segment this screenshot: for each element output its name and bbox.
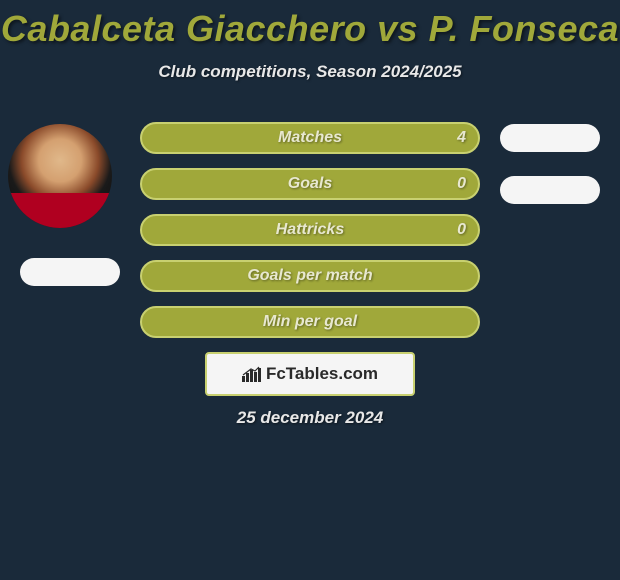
stat-label: Min per goal xyxy=(263,313,357,331)
stat-row: Matches 4 xyxy=(140,122,480,154)
stat-label: Goals xyxy=(288,175,332,193)
stat-label: Hattricks xyxy=(276,221,344,239)
comparison-subtitle: Club competitions, Season 2024/2025 xyxy=(0,62,620,82)
stats-table: Matches 4 Goals 0 Hattricks 0 Goals per … xyxy=(140,122,480,352)
brand-text: FcTables.com xyxy=(266,364,378,384)
comparison-title: Cabalceta Giacchero vs P. Fonseca xyxy=(0,0,620,50)
bar-chart-icon xyxy=(242,366,262,382)
player-right-pill-2 xyxy=(500,176,600,204)
stat-row: Goals per match xyxy=(140,260,480,292)
stat-row: Goals 0 xyxy=(140,168,480,200)
player-right-pill-1 xyxy=(500,124,600,152)
snapshot-date: 25 december 2024 xyxy=(0,408,620,428)
stat-row: Hattricks 0 xyxy=(140,214,480,246)
stat-value-left: 4 xyxy=(457,129,466,147)
brand-watermark: FcTables.com xyxy=(205,352,415,396)
stat-row: Min per goal xyxy=(140,306,480,338)
player-left-avatar xyxy=(8,124,112,228)
stat-value-left: 0 xyxy=(457,221,466,239)
stat-label: Goals per match xyxy=(247,267,372,285)
stat-value-left: 0 xyxy=(457,175,466,193)
stat-label: Matches xyxy=(278,129,342,147)
player-left-name-pill xyxy=(20,258,120,286)
